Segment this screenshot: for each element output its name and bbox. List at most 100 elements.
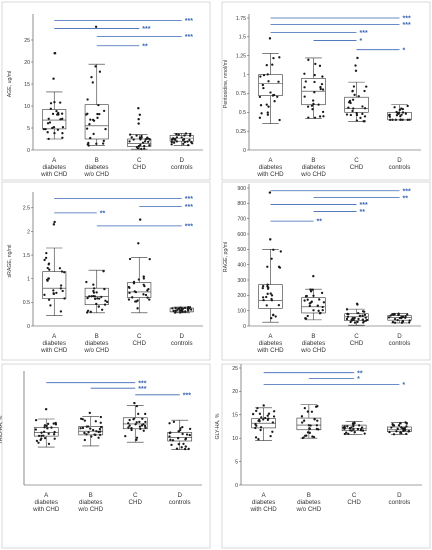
box-A xyxy=(42,220,67,316)
data-point xyxy=(254,426,257,430)
data-point xyxy=(43,258,46,262)
data-point xyxy=(346,425,349,428)
data-point xyxy=(355,112,358,115)
data-point xyxy=(140,136,143,139)
data-point xyxy=(395,430,398,433)
data-point xyxy=(183,134,186,137)
data-point xyxy=(394,118,397,121)
y-tick-label: 0 xyxy=(243,148,246,154)
data-point xyxy=(47,298,51,301)
data-point xyxy=(260,416,263,419)
box-C xyxy=(344,302,369,326)
significance-label: * xyxy=(360,38,363,45)
outlier-point xyxy=(356,56,359,60)
significance-label: ** xyxy=(317,219,323,226)
data-point xyxy=(96,116,99,119)
data-point xyxy=(397,424,401,427)
data-point xyxy=(97,436,100,439)
y-tick-label: 500 xyxy=(237,247,246,253)
data-point xyxy=(303,72,306,75)
data-point xyxy=(93,297,97,301)
data-point xyxy=(318,115,322,118)
data-point xyxy=(320,83,324,86)
data-point xyxy=(57,111,60,115)
data-point xyxy=(172,309,175,312)
significance-label: *** xyxy=(403,16,411,23)
category-label: diabetes xyxy=(302,340,325,347)
data-point xyxy=(312,99,315,102)
category-label: CHD xyxy=(350,164,364,171)
data-point xyxy=(308,304,311,307)
category-label-2: with CHD xyxy=(256,171,284,178)
data-point xyxy=(321,88,325,91)
category-label: diabetes xyxy=(43,340,66,347)
data-point xyxy=(187,143,190,147)
data-point xyxy=(181,432,184,436)
outlier-point xyxy=(133,401,136,405)
data-point xyxy=(174,307,177,310)
data-point xyxy=(388,430,391,434)
category-letter: B xyxy=(307,492,311,499)
category-letter: D xyxy=(397,157,402,164)
data-point xyxy=(171,307,174,310)
significance-label: *** xyxy=(403,22,411,29)
data-point xyxy=(353,431,356,434)
data-point xyxy=(271,430,274,433)
data-point xyxy=(135,421,138,424)
data-point xyxy=(397,313,400,317)
data-point xyxy=(103,287,106,291)
data-point xyxy=(136,147,140,150)
category-letter: D xyxy=(178,492,183,499)
data-point xyxy=(302,419,306,422)
significance-label: * xyxy=(402,382,405,389)
data-point xyxy=(259,426,263,429)
data-point xyxy=(301,421,304,424)
data-point xyxy=(128,424,131,427)
data-point xyxy=(262,86,265,90)
data-point xyxy=(135,404,139,408)
data-point xyxy=(303,406,306,410)
data-point xyxy=(307,58,310,61)
data-point xyxy=(144,293,148,297)
box-iqr xyxy=(301,297,326,314)
y-tick-label: 1 xyxy=(27,277,30,283)
data-point xyxy=(361,314,364,317)
box-iqr xyxy=(167,432,193,442)
data-point xyxy=(135,134,138,137)
y-tick-label: 400 xyxy=(237,262,246,268)
data-point xyxy=(124,434,127,438)
data-point xyxy=(255,409,258,412)
data-point xyxy=(92,132,95,136)
data-point xyxy=(132,138,135,141)
data-point xyxy=(175,136,179,139)
data-point xyxy=(361,429,365,432)
data-point xyxy=(315,424,319,427)
y-tick-label: 0 xyxy=(235,483,238,489)
data-point xyxy=(147,287,150,291)
data-point xyxy=(353,316,356,320)
data-point xyxy=(52,289,55,292)
data-point xyxy=(133,417,136,420)
data-point xyxy=(37,434,41,437)
data-point xyxy=(102,270,105,273)
y-axis-label: RAGE, pg/ml xyxy=(223,242,229,272)
significance-label: ** xyxy=(142,43,148,50)
data-point xyxy=(389,118,392,121)
y-tick-label: 10 xyxy=(24,104,30,110)
chart-panel-2: 0 0.25 0.5 0.75 1 1.25 1.5 1.75 Pentosidine, nmo… xyxy=(221,1,431,181)
data-point xyxy=(168,422,171,425)
outlier-point xyxy=(137,242,140,245)
data-point xyxy=(358,314,362,317)
data-point xyxy=(89,427,92,430)
data-point xyxy=(86,98,89,101)
box-iqr xyxy=(78,426,104,436)
data-point xyxy=(363,107,367,110)
data-point xyxy=(128,140,131,143)
y-axis-label: sRAGE, ng/ml xyxy=(7,245,13,278)
data-point xyxy=(278,118,281,122)
category-label-2: w/o CHD xyxy=(300,171,326,178)
data-point xyxy=(320,291,324,295)
data-point xyxy=(393,106,396,109)
